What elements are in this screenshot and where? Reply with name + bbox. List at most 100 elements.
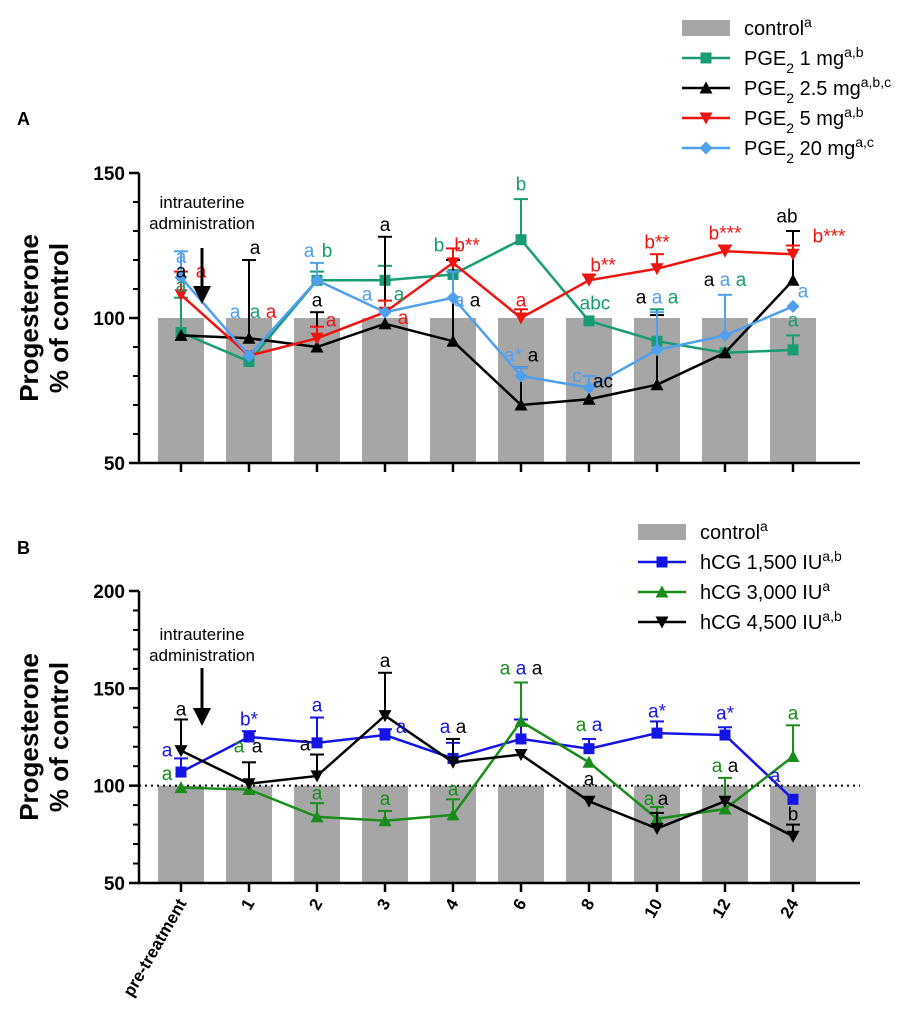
panel-a-annotation-36: ab bbox=[776, 206, 797, 227]
panel-b-control-bar-5 bbox=[498, 785, 544, 883]
panel-b-annotation-7: a bbox=[300, 735, 311, 756]
panel-a-annotation-38: a bbox=[798, 282, 809, 303]
panel-a-series-2-point-5 bbox=[514, 312, 528, 325]
panel-b-annotation-4: a bbox=[234, 737, 245, 758]
panel-a-legend-series-2-label: PGE2 5 mga,b bbox=[744, 104, 864, 136]
panel-a-annotation-14: a bbox=[394, 285, 405, 306]
panel-b-arrow-label-line2: administration bbox=[149, 646, 255, 665]
panel-a-series-2-point-8 bbox=[718, 245, 732, 258]
panel-b-x-tick-label-4: 4 bbox=[441, 895, 462, 913]
panel-a-y-tick-label-0: 50 bbox=[104, 454, 125, 475]
panel-b-series-2-point-2 bbox=[310, 770, 324, 783]
panel-a-series-1-point-6 bbox=[582, 392, 596, 405]
panel-b-x-tick-label-6: 8 bbox=[577, 896, 598, 914]
panel-a-annotation-3: a bbox=[176, 276, 187, 297]
panel-a-series-2-point-7 bbox=[650, 263, 664, 276]
panel-a-annotation-11: a bbox=[326, 311, 337, 332]
panel-b-series-1-line bbox=[180, 719, 794, 822]
panel-b-annotation-29: b bbox=[788, 805, 799, 826]
panel-a-annotation-5: a bbox=[250, 302, 261, 323]
panel-a-legend-series-0-marker bbox=[700, 52, 712, 64]
panel-b-annotation-13: a bbox=[456, 717, 467, 738]
panel-letter-b: B bbox=[17, 538, 30, 558]
panel-letter-a: A bbox=[17, 109, 30, 129]
panel-a-series-3-point-5 bbox=[514, 369, 528, 383]
panel-b-annotation-3: b* bbox=[240, 709, 259, 730]
panel-b-annotation-2: a bbox=[162, 764, 173, 785]
panel-b-series-0-point-0 bbox=[175, 766, 187, 778]
panel-a-series-2-point-0 bbox=[174, 289, 188, 302]
panel-b-annotation-21: a* bbox=[648, 702, 667, 723]
panel-b-annotation-18: a bbox=[576, 715, 587, 736]
panel-a-series-3-point-8 bbox=[718, 328, 732, 342]
panel-a-series-2-point-4 bbox=[446, 257, 460, 270]
panel-a-series-3-point-2 bbox=[310, 273, 324, 287]
panel-b-legend-series-0-marker bbox=[656, 556, 668, 568]
panel-a-series-1-point-1 bbox=[242, 331, 256, 344]
panel-b-annotation-17: a bbox=[532, 659, 543, 680]
panel-b-legend-series-2-label: hCG 4,500 IUa,b bbox=[700, 608, 842, 634]
panel-b-y-tick-label-1: 100 bbox=[93, 777, 125, 798]
panel-a-annotation-37: b*** bbox=[813, 227, 846, 248]
panel-a-legend-control-label: controla bbox=[744, 14, 812, 40]
panel-a-series-0-point-6 bbox=[583, 315, 595, 327]
panel-a-annotation-35: a bbox=[736, 270, 747, 291]
panel-a-series-1-point-9 bbox=[786, 273, 800, 286]
panel-b-series-1-point-6 bbox=[582, 755, 596, 768]
panel-b-control-bar-2 bbox=[294, 785, 340, 883]
panel-a-arrow-label-line2: administration bbox=[149, 214, 255, 233]
panel-a-series-0-line bbox=[180, 238, 794, 364]
panel-b-y-axis-title-line1: Progesterone bbox=[14, 653, 44, 821]
panel-a-annotation-15: a bbox=[398, 308, 409, 329]
panel-b-series-1-point-0 bbox=[174, 781, 188, 794]
panel-b-y-axis-title-line2: % of control bbox=[44, 662, 74, 812]
panel-b-annotation-5: a bbox=[252, 737, 263, 758]
panel-b-y-tick-label-0: 50 bbox=[104, 874, 125, 895]
panel-b-annotation-26: a bbox=[728, 756, 739, 777]
panel-a-annotation-25: abc bbox=[580, 293, 611, 314]
panel-b-y-tick-label-2: 150 bbox=[93, 679, 125, 700]
panel-a-annotation-12: a bbox=[380, 215, 391, 236]
panel-a-annotation-10: a bbox=[312, 290, 323, 311]
panel-b-annotation-19: a bbox=[592, 715, 603, 736]
panel-b-annotation-11: a bbox=[380, 789, 391, 810]
panel-b-x-tick-label-7: 10 bbox=[641, 896, 667, 922]
panel-b-annotation-25: a bbox=[712, 756, 723, 777]
panel-b-series-0-point-6 bbox=[583, 743, 595, 755]
panel-a-series-2-line bbox=[180, 250, 794, 358]
panel-a-legend-control-swatch bbox=[682, 20, 730, 36]
panel-b-series-1-point-8 bbox=[718, 802, 732, 815]
panel-b-annotation-24: a* bbox=[716, 703, 735, 724]
panel-a-legend-series-0-label: PGE2 1 mga,b bbox=[744, 44, 864, 76]
panel-a-annotation-30: a bbox=[652, 288, 663, 309]
panel-b-series-1-point-3 bbox=[378, 814, 392, 827]
panel-b-legend-control-swatch bbox=[638, 524, 686, 540]
panel-a-annotation-22: a* bbox=[504, 346, 523, 367]
panel-b-control-bar-3 bbox=[362, 785, 408, 883]
panel-a-series-1-line bbox=[180, 279, 794, 407]
panel-b-x-tick-label-2: 2 bbox=[305, 896, 326, 914]
panel-b-x-tick-label-1: 1 bbox=[237, 896, 258, 914]
panel-b-series-0-point-2 bbox=[311, 737, 323, 749]
panel-b-series-0-line bbox=[180, 731, 794, 801]
panel-a-y-axis-title-line2: % of control bbox=[44, 243, 74, 393]
panel-a-legend-series-1-label: PGE2 2.5 mga,b,c bbox=[744, 74, 891, 106]
panel-b-annotation-9: a bbox=[380, 651, 391, 672]
panel-a-annotation-20: b bbox=[516, 174, 527, 195]
panel-b-legend-control-label: controla bbox=[700, 518, 768, 544]
panel-a-series-3-point-9 bbox=[786, 299, 800, 313]
panel-b-series-2-point-3 bbox=[378, 710, 392, 723]
panel-b-annotation-27: a bbox=[788, 703, 799, 724]
panel-a-series-3-point-6 bbox=[582, 381, 596, 395]
panel-a-series-3-point-7 bbox=[650, 343, 664, 357]
panel-a-annotation-16: b bbox=[434, 235, 445, 256]
panel-a-control-bar-0 bbox=[158, 318, 204, 463]
panel-a-control-bar-3 bbox=[362, 318, 408, 463]
panel-a-series-2-point-6 bbox=[582, 274, 596, 287]
panel-a-annotation-8: a bbox=[304, 241, 315, 262]
panel-b-legend-series-2-marker bbox=[655, 616, 669, 629]
panel-b-series-2-point-4 bbox=[446, 756, 460, 769]
panel-b-annotation-6: a bbox=[312, 696, 323, 717]
